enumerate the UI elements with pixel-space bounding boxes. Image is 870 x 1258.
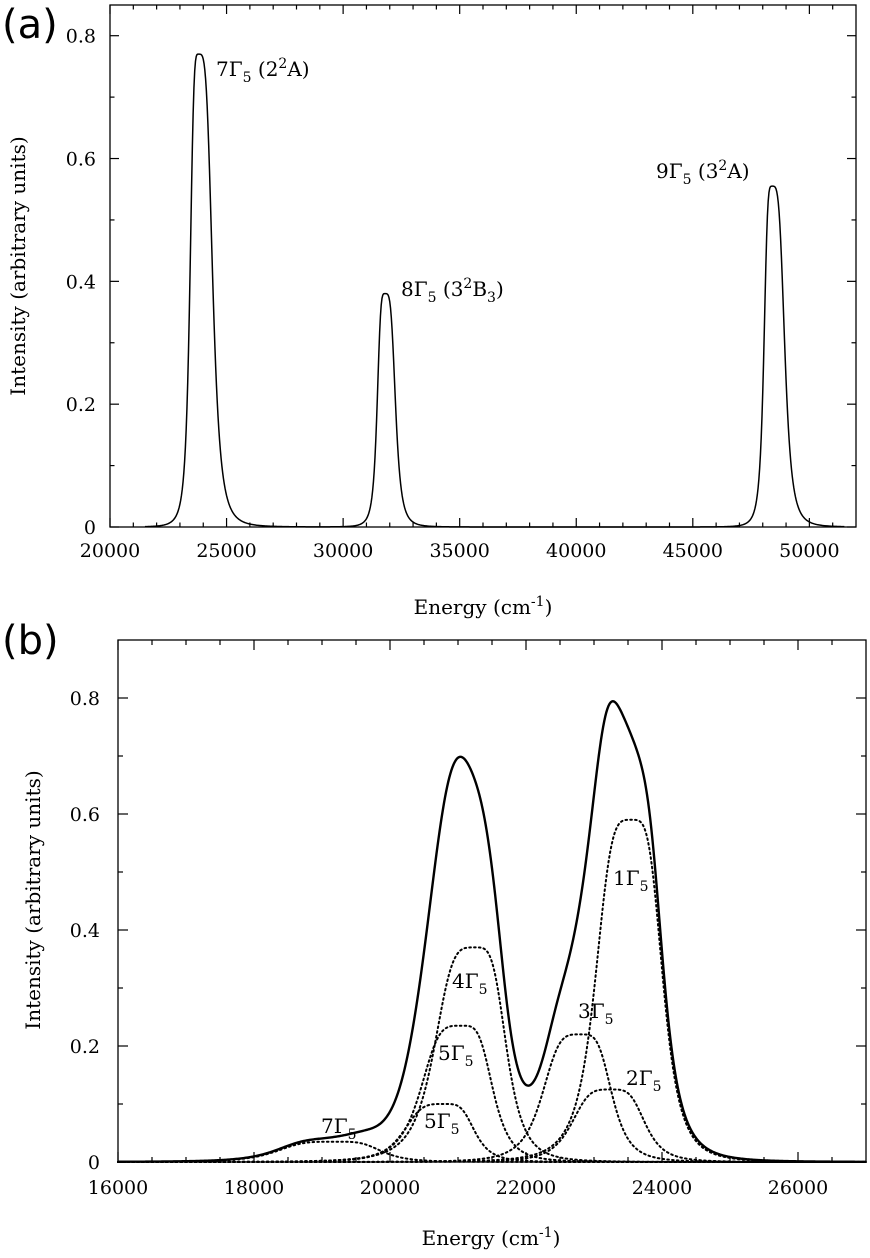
x-tick-label: 25000 <box>196 540 256 562</box>
component-label-5g5-upper: 5Γ5 <box>438 1041 474 1070</box>
panel-a-y-tick-labels: 0 0.2 0.4 0.6 0.8 <box>66 26 96 539</box>
component-line <box>117 946 867 1163</box>
x-tick-label: 50000 <box>779 540 839 562</box>
y-tick-label: 0.2 <box>70 1036 100 1058</box>
panel-a-y-axis-label: Intensity (arbitrary units) <box>6 136 30 395</box>
panel-a-frame <box>109 4 857 528</box>
component-line <box>117 1033 867 1163</box>
x-tick-label: 40000 <box>546 540 606 562</box>
x-tick-label: 18000 <box>224 1177 284 1199</box>
x-tick-label: 26000 <box>768 1177 828 1199</box>
peak-label-9g5: 9Γ5 (32A) <box>656 158 750 188</box>
x-tick-label: 24000 <box>632 1177 692 1199</box>
x-tick-label: 45000 <box>663 540 723 562</box>
peak-label-7g5: 7Γ5 (22A) <box>216 56 310 86</box>
y-tick-label: 0.6 <box>70 804 100 826</box>
y-tick-label: 0.4 <box>70 920 100 942</box>
x-tick-label: 35000 <box>429 540 489 562</box>
component-label-5g5-lower: 5Γ5 <box>424 1109 460 1138</box>
y-tick-label: 0.4 <box>66 271 96 293</box>
component-line <box>117 1088 867 1163</box>
panel-b-x-tick-labels: 16000 18000 20000 22000 24000 26000 <box>88 1177 828 1199</box>
panel-a-x-tick-labels: 20000 25000 30000 35000 40000 45000 5000… <box>80 540 840 562</box>
component-label-3g5: 3Γ5 <box>578 999 614 1028</box>
panel-a-spectrum-line <box>144 53 845 528</box>
panel-a-ticks <box>109 5 856 528</box>
x-tick-label: 16000 <box>88 1177 148 1199</box>
panel-a-label: (a) <box>2 2 58 48</box>
y-tick-label: 0 <box>88 1152 100 1174</box>
panel-a: (a) 20000 25000 30000 35000 40000 45000 … <box>2 2 857 619</box>
panel-b-x-axis-label: Energy (cm-1) <box>422 1225 561 1250</box>
x-tick-label: 30000 <box>313 540 373 562</box>
component-line <box>117 1024 867 1163</box>
panel-b-y-tick-labels: 0 0.2 0.4 0.6 0.8 <box>70 688 100 1174</box>
x-tick-label: 20000 <box>360 1177 420 1199</box>
y-tick-label: 0.2 <box>66 394 96 416</box>
component-line <box>117 1103 867 1163</box>
x-tick-label: 20000 <box>80 540 140 562</box>
component-label-7g5: 7Γ5 <box>321 1114 357 1143</box>
component-label-2g5: 2Γ5 <box>626 1066 662 1095</box>
panel-b-label: (b) <box>2 618 59 664</box>
x-tick-label: 22000 <box>496 1177 556 1199</box>
y-tick-label: 0.6 <box>66 149 96 171</box>
y-tick-label: 0.8 <box>70 688 100 710</box>
peak-label-8g5: 8Γ5 (32B3) <box>401 276 504 306</box>
y-tick-label: 0.8 <box>66 26 96 48</box>
panel-b-total-line <box>117 699 866 1163</box>
panel-a-x-axis-label: Energy (cm-1) <box>414 594 553 619</box>
y-tick-label: 0 <box>84 517 96 539</box>
panel-b-y-axis-label: Intensity (arbitrary units) <box>21 770 45 1029</box>
panel-b: (b) 16000 18000 20000 22000 24000 26000 … <box>2 618 867 1250</box>
component-label-4g5: 4Γ5 <box>452 969 488 998</box>
component-label-1g5: 1Γ5 <box>613 866 649 895</box>
